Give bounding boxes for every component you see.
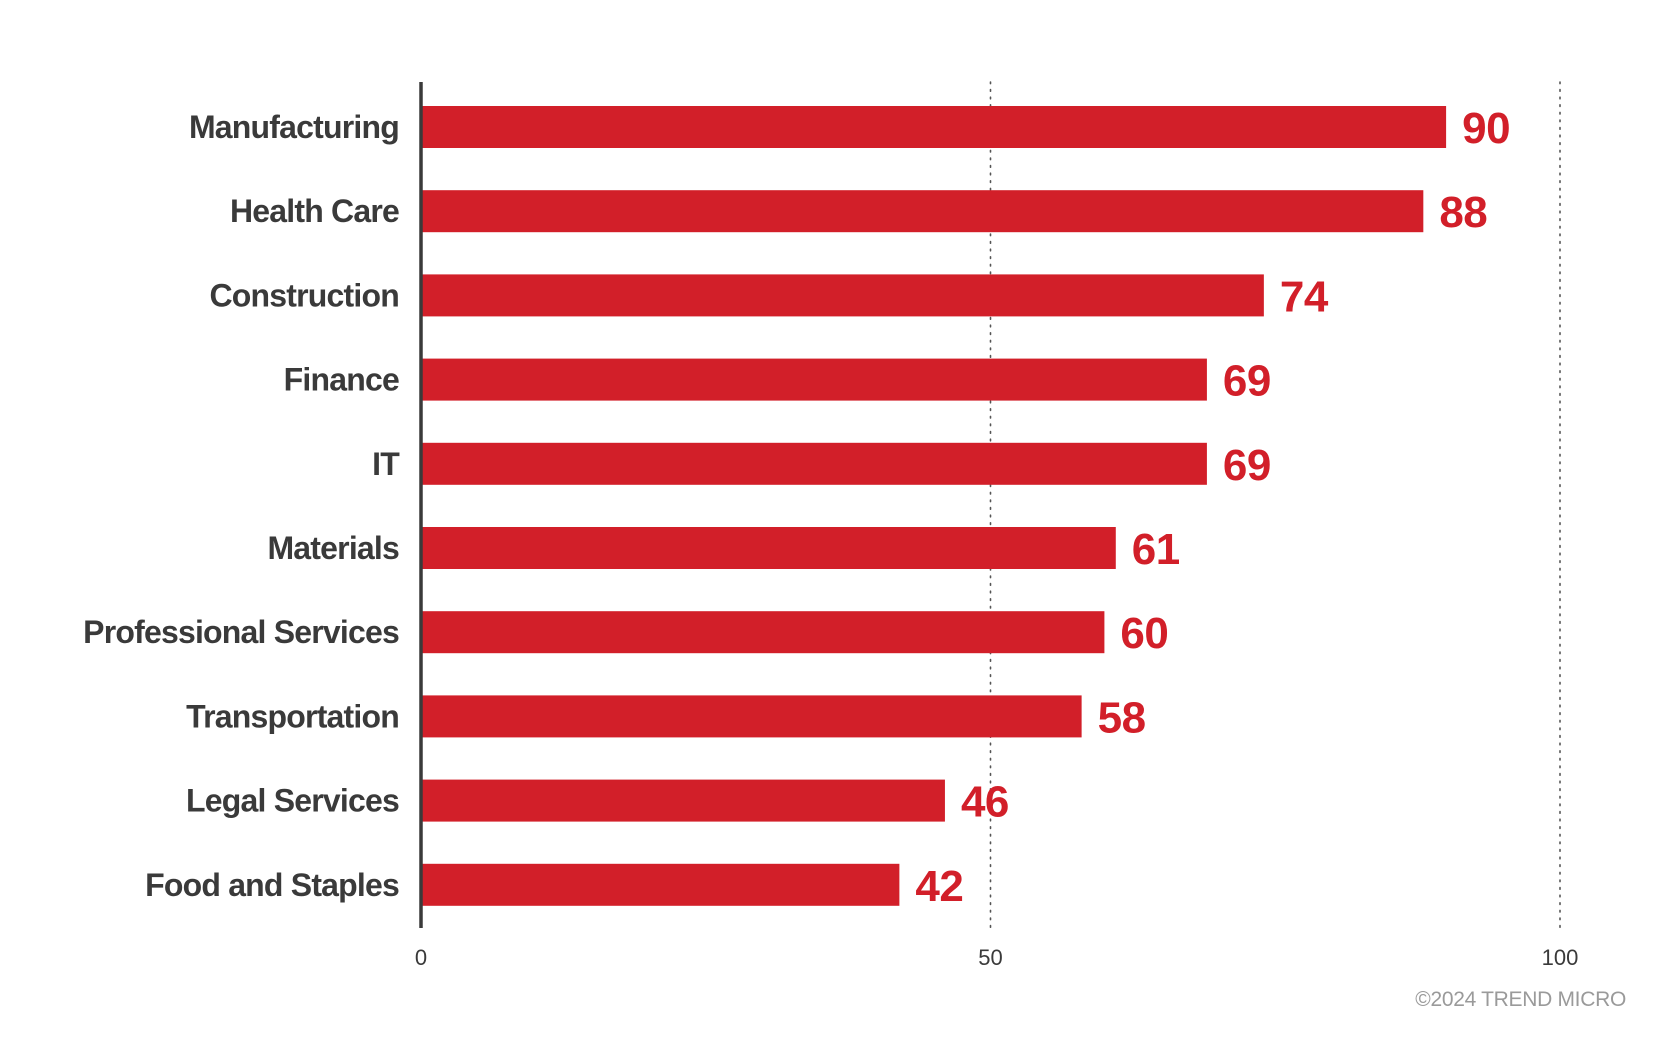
category-label: Legal Services (186, 783, 399, 819)
value-label: 69 (1223, 357, 1271, 406)
bar (421, 358, 1207, 401)
bar (421, 274, 1264, 317)
value-label: 88 (1439, 188, 1487, 237)
category-label: Transportation (186, 698, 399, 734)
copyright-notice: ©2024 TREND MICRO (1415, 988, 1626, 1011)
x-tick-label: 100 (1542, 945, 1579, 970)
value-label: 58 (1098, 693, 1146, 742)
category-label: Food and Staples (145, 867, 399, 903)
bar (421, 527, 1116, 569)
bar (421, 611, 1105, 654)
bar (421, 695, 1082, 738)
bar (421, 779, 945, 822)
category-label: Finance (284, 362, 399, 398)
bar (421, 442, 1207, 485)
value-label: 74 (1280, 272, 1329, 321)
category-labels: Manufacturing Health Care Construction Fina… (83, 109, 401, 903)
x-tick-label: 50 (978, 945, 1002, 970)
value-label: 60 (1120, 609, 1168, 658)
value-label: 69 (1223, 441, 1271, 490)
category-label: Manufacturing (189, 109, 399, 145)
bar (421, 863, 900, 906)
x-tick-labels: 0 50 100 (415, 945, 1578, 970)
bars-group (421, 106, 1447, 906)
category-label: Materials (267, 530, 399, 566)
bar (421, 106, 1447, 148)
category-label: Health Care (230, 193, 399, 229)
category-label: Professional Services (83, 614, 399, 650)
value-label: 46 (961, 778, 1009, 827)
category-label: Construction (210, 277, 400, 313)
value-label: 90 (1462, 104, 1510, 153)
value-label: 61 (1132, 525, 1180, 574)
x-tick-label: 0 (415, 945, 427, 970)
value-label: 42 (915, 862, 963, 911)
bar (421, 190, 1424, 233)
category-label: IT (372, 446, 400, 482)
